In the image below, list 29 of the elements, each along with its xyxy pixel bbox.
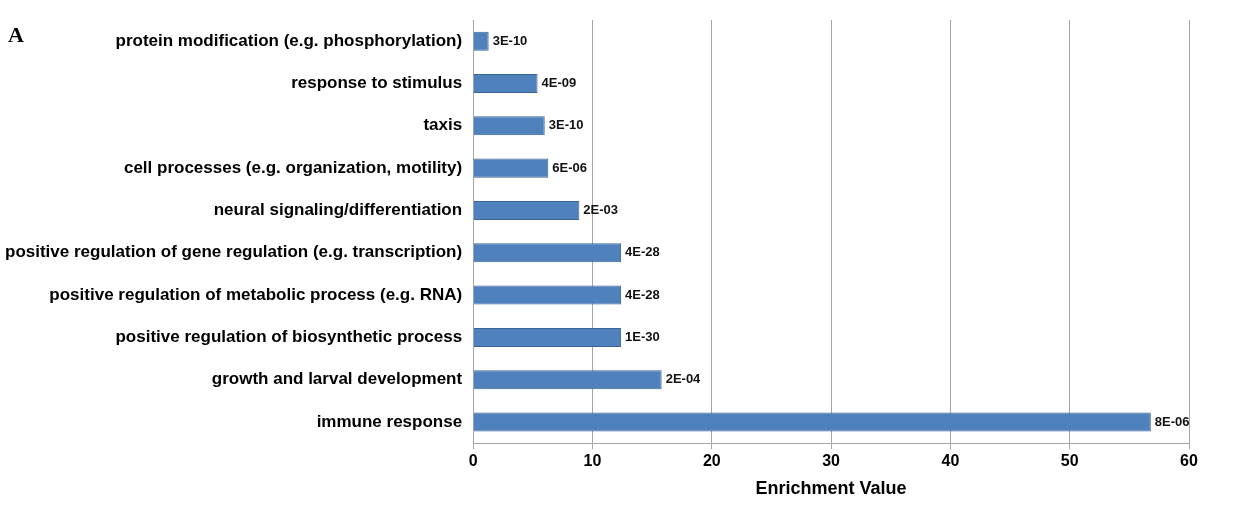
y-tick-label: neural signaling/differentiation — [213, 200, 463, 220]
annotation: 6E-06 — [552, 159, 588, 175]
y-tick-label: cell processes (e.g. organization, motility) — [123, 157, 463, 177]
annotation: 3E-10 — [548, 117, 584, 133]
annotation: 1E-30 — [625, 328, 660, 344]
annotation: 2E-04 — [665, 371, 702, 387]
x-tick-label: 20 — [702, 452, 721, 470]
x-tick-label: 0 — [468, 452, 478, 470]
x-axis-title: Enrichment Value — [755, 478, 907, 499]
y-tick-label: positive regulation of biosynthetic process — [115, 327, 463, 347]
y-tick-label: immune response — [316, 411, 463, 431]
annotation: 2E-03 — [583, 202, 619, 218]
annotation: 4E-09 — [541, 75, 577, 91]
annotation: 4E-28 — [625, 244, 660, 260]
annotation: 3E-10 — [492, 32, 528, 48]
y-tick-label: growth and larval development — [211, 369, 463, 389]
annotation: 4E-28 — [625, 286, 660, 302]
x-tick-label: 30 — [822, 452, 841, 470]
x-tick-label: 60 — [1180, 452, 1198, 470]
y-tick-label: taxis — [423, 115, 463, 135]
y-tick-label: protein modification (e.g. phosphorylation) — [115, 30, 463, 50]
x-tick-label: 10 — [583, 452, 602, 470]
annotation: 8E-06 — [1154, 413, 1190, 429]
y-tick-label: response to stimulus — [291, 73, 463, 93]
x-tick-label: 50 — [1060, 452, 1079, 470]
y-tick-label: positive regulation of gene regulation (e.g. transcription) — [4, 242, 463, 262]
x-tick-label: 40 — [941, 452, 960, 470]
y-tick-label: positive regulation of metabolic process (e.g. RNA) — [49, 284, 463, 304]
text: A — [8, 22, 24, 48]
